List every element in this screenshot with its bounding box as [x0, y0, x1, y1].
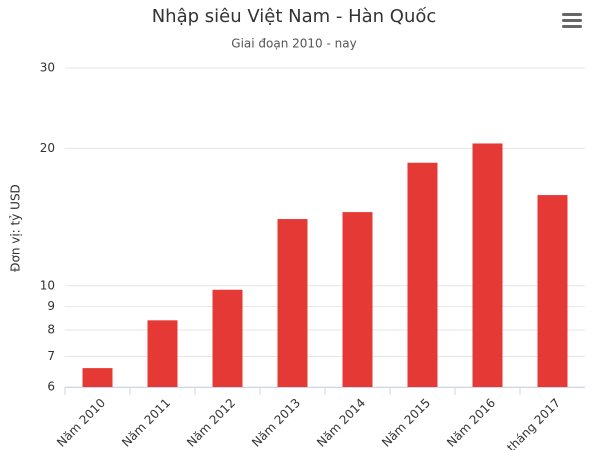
y-tick-label: 30 [40, 61, 55, 75]
y-tick-label: 8 [47, 322, 55, 336]
y-tick-label: 6 [47, 380, 55, 394]
bar [212, 289, 243, 387]
chart-subtitle: Giai đoạn 2010 - nay [231, 37, 356, 51]
y-tick-label: 7 [47, 349, 55, 363]
x-tick-label: tháng 2017 [504, 396, 563, 450]
menu-bar[interactable] [562, 19, 582, 22]
x-tick-label: Năm 2014 [314, 396, 368, 450]
x-tick-label: Năm 2012 [184, 396, 238, 450]
menu-bar[interactable] [562, 25, 582, 28]
y-tick-label: 10 [40, 278, 55, 292]
y-axis-title: Đơn vị: tỷ USD [9, 184, 23, 272]
bar [147, 320, 178, 387]
x-tick-label: Năm 2016 [444, 396, 498, 450]
bar [537, 195, 568, 387]
x-tick-label: Năm 2015 [379, 396, 433, 450]
bar [472, 143, 503, 387]
bar [277, 219, 308, 387]
bar [407, 162, 438, 387]
bar [82, 368, 113, 387]
chart-title: Nhập siêu Việt Nam - Hàn Quốc [152, 6, 437, 27]
menu-bar[interactable] [562, 13, 582, 16]
x-tick-label: Năm 2010 [54, 396, 108, 450]
y-tick-label: 20 [40, 141, 55, 155]
x-tick-label: Năm 2013 [249, 396, 303, 450]
bar [342, 212, 373, 387]
y-tick-label: 9 [47, 299, 55, 313]
menu-button[interactable] [562, 13, 582, 28]
x-tick-label: Năm 2011 [119, 396, 173, 450]
